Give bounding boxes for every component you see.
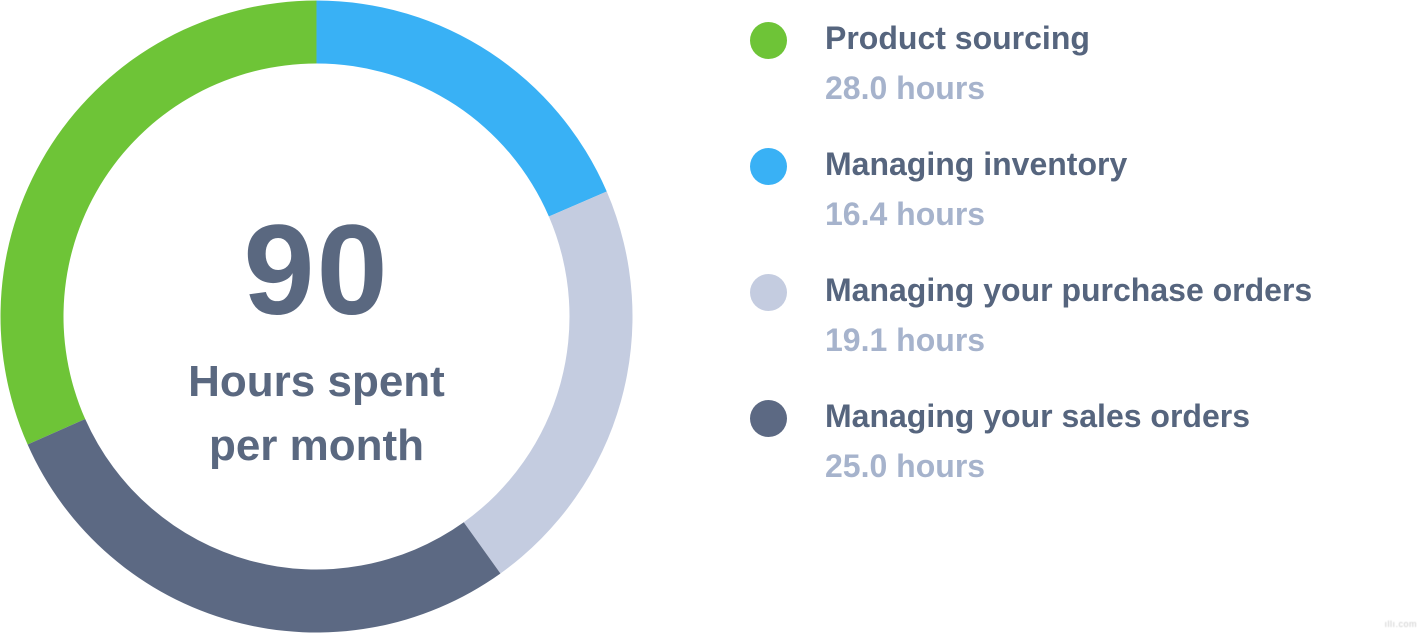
legend-item-sales-orders: Managing your sales orders 25.0 hours [750, 398, 1312, 484]
legend-value: 25.0 hours [825, 448, 986, 484]
center-caption-line2: per month [208, 420, 425, 470]
donut-chart-area: 90 Hours spent per month [0, 0, 633, 633]
legend-text-block: Product sourcing 28.0 hours [825, 20, 1090, 106]
legend-swatch-purchase-orders-icon [750, 274, 787, 311]
total-hours-value: 90 [243, 199, 390, 342]
legend-text-block: Managing your sales orders 25.0 hours [825, 398, 1250, 484]
legend-item-product-sourcing: Product sourcing 28.0 hours [750, 20, 1312, 106]
legend-text-block: Managing your purchase orders 19.1 hours [825, 272, 1312, 358]
legend-swatch-product-sourcing-icon [750, 22, 787, 59]
legend-text-block: Managing inventory 16.4 hours [825, 146, 1127, 232]
watermark: ıllı.com [1384, 619, 1417, 629]
legend-label: Managing inventory [825, 146, 1128, 182]
donut-chart [0, 0, 633, 633]
legend-label: Managing your purchase orders [825, 272, 1313, 308]
legend: Product sourcing 28.0 hours Managing inv… [750, 20, 1312, 484]
legend-label: Product sourcing [825, 20, 1090, 56]
legend-swatch-sales-orders-icon [750, 400, 787, 437]
legend-value: 16.4 hours [825, 196, 986, 232]
legend-value: 28.0 hours [825, 70, 986, 106]
donut-center: 90 Hours spent per month [0, 199, 633, 478]
legend-item-managing-inventory: Managing inventory 16.4 hours [750, 146, 1312, 232]
donut-segment-2 [463, 191, 633, 574]
donut-segment-3 [27, 419, 501, 633]
donut-segment-0 [0, 0, 317, 445]
donut-segment-1 [316, 0, 607, 217]
legend-value: 19.1 hours [825, 322, 986, 358]
legend-swatch-managing-inventory-icon [750, 148, 787, 185]
legend-label: Managing your sales orders [825, 398, 1251, 434]
legend-item-purchase-orders: Managing your purchase orders 19.1 hours [750, 272, 1312, 358]
center-caption-line1: Hours spent [188, 357, 445, 407]
